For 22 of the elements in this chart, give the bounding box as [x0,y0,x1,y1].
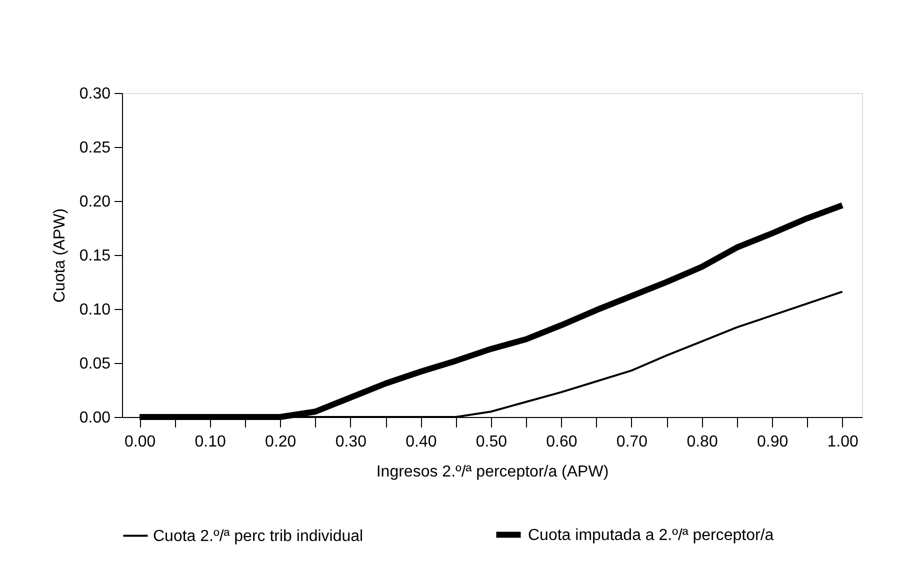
y-tick-label: 0.10 [79,302,111,318]
x-tick-label: 0.50 [476,434,508,450]
x-axis-title: Ingresos 2.º/ª perceptor/a (APW) [376,464,609,480]
y-tick-label: 0.00 [79,410,111,426]
x-tick-label: 0.80 [686,434,718,450]
x-tick-label: 0.40 [406,434,437,450]
y-tick-label: 0.30 [79,86,111,102]
y-axis-title: Cuota (APW) [51,208,68,303]
legend-label: Cuota 2.º/ª perc trib individual [153,528,364,545]
y-tick-label: 0.25 [79,140,111,156]
x-tick-label: 0.90 [756,434,788,450]
y-tick-label: 0.15 [79,248,111,264]
legend-label: Cuota imputada a 2.º/ª perceptor/a [528,526,774,544]
y-tick-label: 0.20 [79,194,111,210]
x-tick-label: 0.70 [616,434,648,450]
x-tick-label: 0.10 [194,434,226,450]
x-tick-label: 1.00 [827,434,858,450]
x-tick-label: 0.60 [546,434,578,450]
x-tick-label: 0.30 [335,434,367,450]
y-tick-label: 0.05 [79,356,111,372]
x-tick-label: 0.20 [265,434,296,450]
x-tick-label: 0.00 [124,434,156,450]
